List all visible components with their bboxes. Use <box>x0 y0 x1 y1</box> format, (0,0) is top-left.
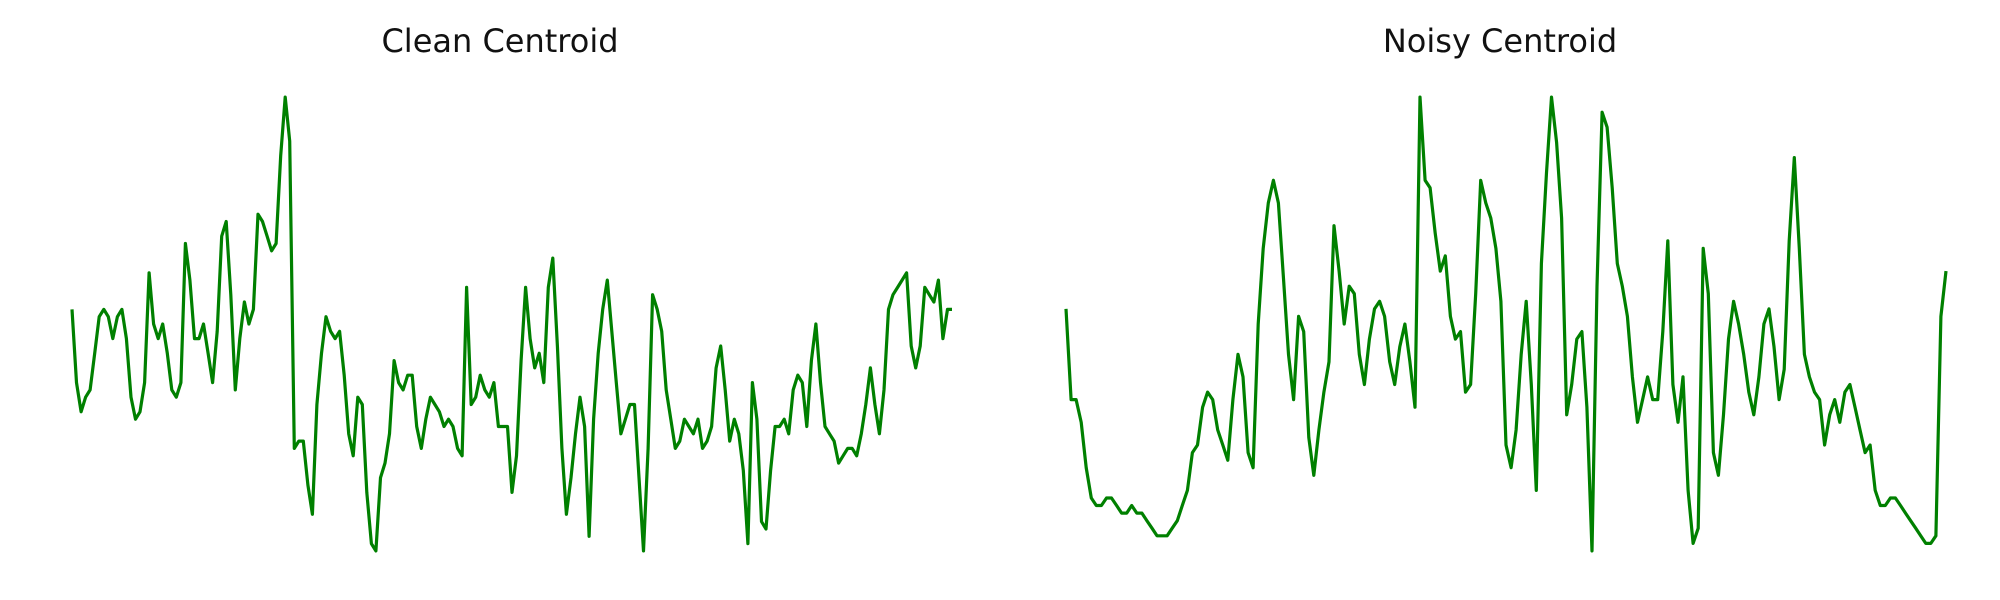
series-line-0 <box>1064 95 1948 553</box>
chart-panel-noisy: Noisy Centroid <box>1000 0 2000 600</box>
clean-centroid-plot <box>70 95 952 553</box>
series-line-0 <box>70 95 952 553</box>
chart-title: Noisy Centroid <box>1382 22 1618 60</box>
noisy-centroid-plot <box>1064 95 1948 553</box>
chart-title: Clean Centroid <box>381 22 619 60</box>
chart-panel-clean: Clean Centroid <box>70 22 952 553</box>
